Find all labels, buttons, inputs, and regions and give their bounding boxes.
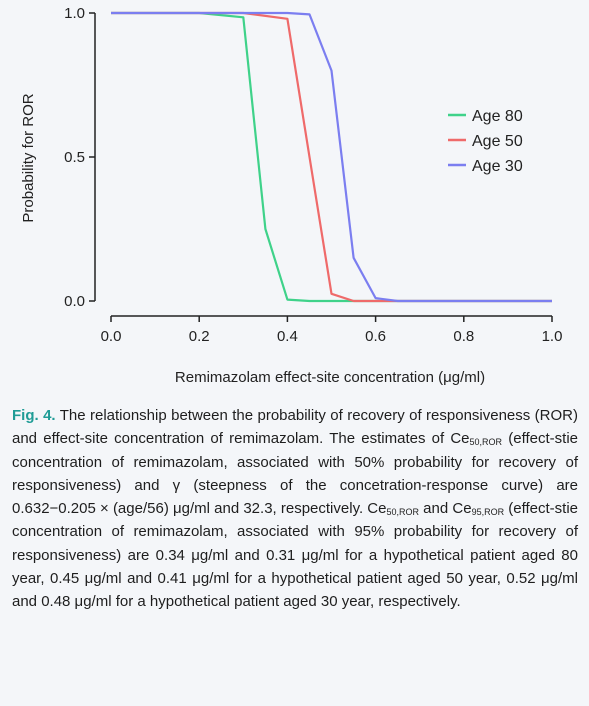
legend-label: Age 50 (472, 133, 523, 150)
chart-legend: Age 80 Age 50 Age 30 (448, 108, 523, 175)
chart-axes: 0.0 0.5 1.0 0.0 0.2 0.4 0.6 0.8 1.0 (64, 5, 562, 345)
x-axis-title: Remimazolam effect-site concentration (μ… (175, 369, 485, 386)
caption-subscript-2: 50,ROR (386, 507, 419, 518)
figure-caption: Fig. 4. The relationship between the pro… (12, 404, 578, 614)
x-tick-label: 0.0 (101, 328, 122, 345)
x-tick-label: 0.2 (189, 328, 210, 345)
caption-subscript-1: 50,ROR (469, 437, 503, 448)
chart-svg: 0.0 0.5 1.0 0.0 0.2 0.4 0.6 0.8 1.0 Age 80 Age 50… (20, 5, 562, 386)
caption-text-3: and Ce (419, 500, 472, 518)
y-tick-label: 1.0 (64, 5, 85, 22)
legend-label: Age 80 (472, 108, 523, 125)
y-tick-label: 0.5 (64, 149, 85, 166)
x-tick-label: 1.0 (542, 328, 563, 345)
caption-text-4: (effect-stie concentration of remimazola… (12, 500, 579, 611)
figure-label: Fig. 4. (12, 407, 56, 424)
legend-label: Age 30 (472, 158, 523, 175)
caption-subscript-3: 95,ROR (471, 507, 505, 518)
x-tick-label: 0.8 (453, 328, 474, 345)
caption-text-1: The relationship between the probability… (12, 407, 579, 448)
x-tick-label: 0.6 (365, 328, 386, 345)
x-tick-label: 0.4 (277, 328, 298, 345)
series-line-age-50 (111, 11, 552, 303)
y-tick-label: 0.0 (64, 293, 85, 310)
series-line-age-30 (111, 11, 552, 303)
series-line-age-80 (111, 11, 552, 303)
caption-text-2: (effect-stie concentration of remimazola… (12, 430, 578, 518)
y-axis-title: Probability for ROR (20, 93, 37, 222)
chart-figure: 0.0 0.5 1.0 0.0 0.2 0.4 0.6 0.8 1.0 Age 80 Age 50… (20, 5, 563, 386)
chart-series (111, 11, 552, 303)
